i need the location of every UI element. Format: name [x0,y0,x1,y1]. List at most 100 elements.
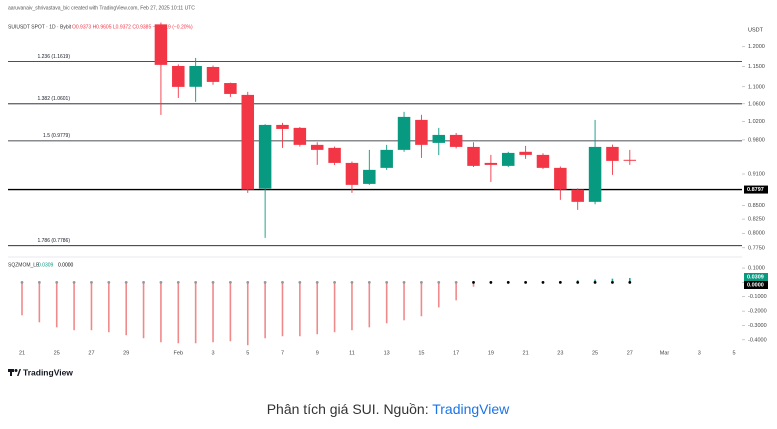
squeeze-dot [55,281,58,284]
y-tick-label: 0.8000 [748,231,765,237]
candle-body [276,125,289,129]
candle-body [467,147,480,166]
x-tick-label: 3 [211,350,214,356]
level-label: 1.5 (0.9779) [43,133,70,139]
momentum-bar [403,282,405,320]
momentum-bar [247,282,249,345]
squeeze-dot [507,281,510,284]
squeeze-dot [611,281,614,284]
y-tick-label: 1.1000 [748,84,765,90]
candle-body [294,128,307,145]
logo-icon [15,369,18,372]
momentum-bar [369,282,371,327]
y-tick-label: 1.1500 [748,64,765,70]
x-tick-label: 17 [453,350,459,356]
squeeze-dot [21,281,24,284]
currency: USDT [748,27,764,33]
x-tick-label: Mar [660,350,670,356]
candle-body [311,145,324,150]
squeeze-dot [316,281,319,284]
squeeze-dot [368,281,371,284]
y-tick-label: 0.7750 [748,245,765,251]
candle-body [189,66,202,87]
squeeze-dot [194,281,197,284]
squeeze-dot [177,281,180,284]
x-tick-label: 3 [698,350,701,356]
candle-body [242,95,255,190]
momentum-bar [143,282,145,338]
squeeze-dot [576,281,579,284]
momentum-bar [39,282,41,322]
y-tick-label: -0.1000 [748,294,767,300]
logo-icon [8,369,14,372]
y-tick-label: 0.9100 [748,171,765,177]
squeeze-dot [160,281,163,284]
squeeze-dot [437,281,440,284]
x-tick-label: 23 [557,350,563,356]
squeeze-dot [489,281,492,284]
squeeze-dot [38,281,41,284]
momentum-bar [21,282,23,315]
squeeze-dot [229,281,232,284]
candle-body [155,24,168,65]
x-tick-label: 19 [488,350,494,356]
y-tick-label: 0.1000 [748,266,765,272]
y-tick-label: -0.3000 [748,323,767,329]
y-tick-label: 1.0600 [748,101,765,107]
squeeze-dot [403,281,406,284]
momentum-bar [316,282,318,334]
momentum-bar [334,282,336,332]
momentum-bar [108,282,110,332]
indicator-value: 0.0000 [58,262,74,268]
momentum-bar [212,282,214,342]
momentum-bar [264,282,266,338]
y-tick-label: 1.2000 [748,44,765,50]
level-label: 1.382 (1.0601) [37,96,70,102]
caption-link[interactable]: TradingView [432,401,510,417]
x-tick-label: 25 [592,350,598,356]
candle-body [415,120,428,145]
x-tick-label: 21 [19,350,25,356]
momentum-bar [230,282,232,341]
squeeze-dot [246,281,249,284]
squeeze-dot [125,281,128,284]
x-tick-label: 25 [54,350,60,356]
candle-body [485,163,498,165]
squeeze-dot [298,281,301,284]
candle-body [207,67,220,82]
x-tick-label: 5 [246,350,249,356]
candle-body [502,153,515,166]
candle-body [172,66,185,87]
momentum-bar [455,282,457,300]
momentum-bar [125,282,127,335]
squeeze-dot [90,281,93,284]
candle-body [571,190,584,202]
indicator-value: 0.0309 [38,262,54,268]
momentum-bar [438,282,440,307]
momentum-bar [73,282,75,330]
indicator-tag-label: 0.0000 [747,282,764,288]
x-tick-label: Feb [174,350,183,356]
squeeze-dot [142,281,145,284]
x-tick-label: 9 [316,350,319,356]
candle-body [224,83,237,94]
level-label: 1.786 (0.7786) [37,238,70,244]
x-tick-label: 15 [418,350,424,356]
squeeze-dot [472,281,475,284]
squeeze-dot [542,281,545,284]
x-tick-label: 7 [281,350,284,356]
price-tag-label: 0.8797 [747,187,764,193]
indicator-tag-label: 0.0309 [747,274,764,280]
ohlc: O0.9373 H0.9605 L0.9372 C0.9385 −0.0019 … [72,24,193,30]
candle-body [606,147,619,161]
y-tick-label: -0.4000 [748,337,767,343]
momentum-bar [56,282,58,327]
y-tick-label: 0.9800 [748,137,765,143]
y-tick-label: 0.8250 [748,217,765,223]
symbol: SUIUSDT SPOT · 1D · Bybit [8,24,72,30]
momentum-bar [282,282,284,336]
candle-body [519,152,532,155]
squeeze-dot [351,281,354,284]
